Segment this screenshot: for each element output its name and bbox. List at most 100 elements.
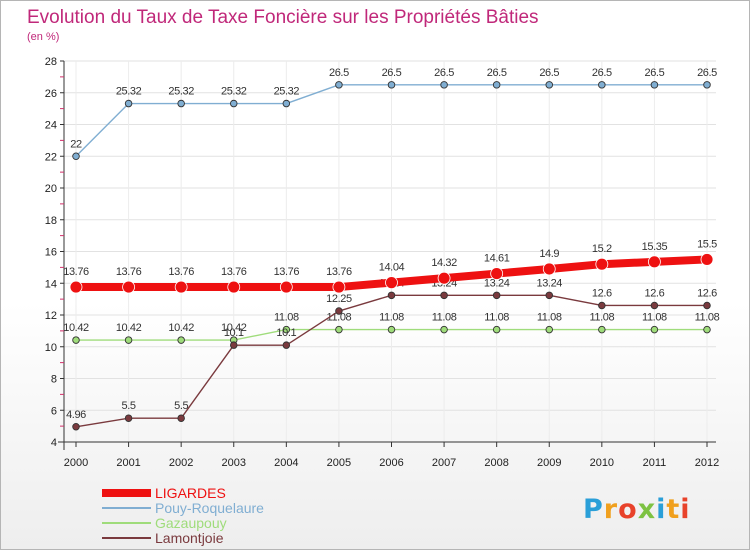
data-point [545, 81, 554, 89]
data-point [387, 81, 396, 89]
data-label: 10.1 [276, 327, 296, 339]
data-point [598, 301, 606, 310]
legend-item-ligardes: LIGARDES [102, 485, 226, 501]
data-label: 26.5 [329, 67, 349, 79]
proxiti-logo: Proxiti [583, 494, 691, 525]
legend-label: LIGARDES [155, 485, 226, 501]
logo-letter: o [618, 494, 638, 525]
data-point [437, 271, 451, 285]
data-point [598, 81, 606, 89]
chart-title: Evolution du Taux de Taxe Foncière sur l… [27, 7, 539, 28]
y-tick-label: 24 [45, 120, 57, 132]
data-point [595, 257, 609, 271]
data-label: 12.6 [645, 287, 665, 299]
data-label: 14.9 [539, 248, 559, 260]
x-tick-label: 2009 [537, 457, 561, 469]
data-label: 25.32 [116, 86, 142, 98]
data-point [492, 325, 501, 334]
x-tick-label: 2001 [116, 457, 140, 469]
data-label: 25.32 [274, 86, 300, 98]
data-point [545, 291, 554, 300]
data-point [69, 280, 83, 294]
x-tick-label: 2012 [695, 457, 719, 469]
data-label: 4.96 [66, 409, 86, 421]
data-point [124, 336, 133, 344]
data-point [703, 301, 711, 310]
data-label: 11.08 [274, 312, 299, 324]
data-point [545, 325, 554, 334]
data-point [229, 341, 238, 349]
data-label: 13.24 [536, 277, 562, 289]
chart-subtitle: (en %) [27, 31, 59, 43]
data-label: 5.5 [174, 400, 188, 412]
y-tick-label: 6 [51, 405, 57, 417]
data-point [335, 325, 343, 334]
data-label: 13.76 [168, 266, 194, 278]
data-label: 26.5 [487, 67, 507, 79]
data-label: 13.76 [274, 266, 300, 278]
data-label: 10.42 [221, 322, 247, 334]
x-tick-label: 2004 [274, 457, 298, 469]
y-tick-label: 18 [45, 215, 57, 227]
data-label: 15.2 [592, 243, 612, 255]
series-pouy-roquelaure: 22 25.32 25.32 25.32 25.32 26.5 26.5 26.5 26.5 26… [70, 67, 718, 160]
y-tick-label: 16 [45, 247, 57, 259]
y-tick-label: 22 [45, 151, 57, 163]
series-ligardes: 13.76 13.76 13.76 13.76 13.76 13.76 14.04 14.32… [63, 238, 718, 294]
legend-item-pouy-roquelaure: Pouy-Roquelaure [102, 500, 264, 516]
data-label: 22 [70, 138, 82, 150]
data-label: 15.5 [697, 238, 717, 250]
data-label: 10.42 [116, 322, 142, 334]
data-label: 12.6 [697, 287, 717, 299]
data-label: 10.42 [168, 322, 194, 334]
x-tick-label: 2011 [643, 457, 667, 469]
data-point [124, 99, 133, 108]
series-lamontjoie: 4.965.55.510.110.112.2513.2413.2413.2413… [66, 277, 718, 431]
logo-letter: r [604, 494, 618, 525]
data-label: 5.5 [122, 400, 136, 412]
x-tick-label: 2010 [590, 457, 614, 469]
data-point [335, 307, 343, 315]
data-label: 10.42 [63, 322, 89, 334]
legend-label: Pouy-Roquelaure [155, 500, 264, 516]
data-label: 26.5 [382, 67, 402, 79]
data-point [387, 291, 396, 300]
logo-letter: x [638, 494, 656, 525]
y-tick-label: 8 [51, 374, 57, 386]
legend: LIGARDESPouy-RoquelaureGazaupouyLamontjo… [102, 485, 264, 546]
data-label: 13.76 [63, 266, 89, 278]
x-tick-label: 2005 [327, 457, 351, 469]
data-label: 12.25 [326, 293, 352, 305]
data-point [440, 81, 448, 89]
data-label: 10.1 [224, 327, 244, 339]
y-tick-label: 20 [45, 183, 57, 195]
legend-item-gazaupouy: Gazaupouy [102, 515, 227, 531]
logo-letter: t [666, 494, 680, 525]
data-point [174, 280, 188, 294]
data-label: 25.32 [221, 86, 247, 98]
data-point [703, 325, 711, 334]
data-label: 15.35 [642, 241, 668, 253]
data-label: 11.08 [379, 312, 404, 324]
data-label: 12.6 [592, 287, 612, 299]
data-point [229, 99, 238, 108]
data-point [703, 81, 711, 89]
legend-label: Gazaupouy [155, 515, 227, 531]
data-label: 13.76 [326, 266, 352, 278]
data-point [282, 325, 291, 334]
x-tick-label: 2003 [222, 457, 246, 469]
series-gazaupouy: 10.42 10.42 10.42 10.42 11.08 11.08 11.08 11.08… [63, 312, 720, 344]
data-point [492, 291, 501, 300]
data-label: 11.08 [432, 312, 457, 324]
data-point [72, 152, 80, 160]
data-point [122, 280, 135, 294]
data-point [72, 423, 80, 431]
x-tick-label: 2002 [169, 457, 193, 469]
logo-text: Proxiti [583, 494, 691, 525]
data-label: 11.08 [695, 312, 720, 324]
y-tick-label: 12 [45, 310, 57, 322]
data-point [124, 414, 133, 422]
data-point [650, 301, 659, 310]
data-point [385, 276, 398, 290]
